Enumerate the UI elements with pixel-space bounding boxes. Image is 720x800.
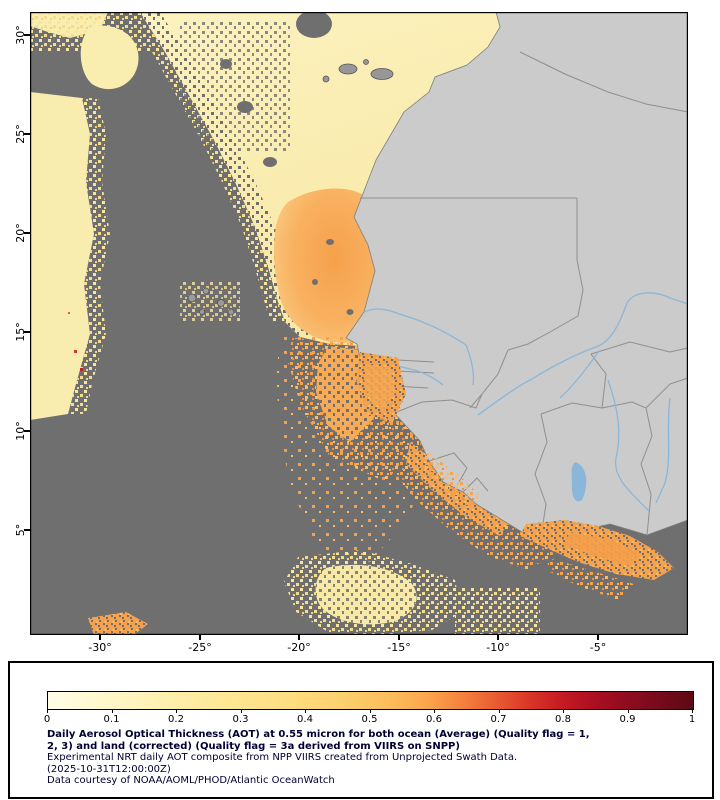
lon-tick	[497, 635, 499, 640]
lon-label: -10°	[486, 641, 510, 654]
lat-tick	[24, 232, 30, 234]
colorbar-label: 0.3	[232, 714, 249, 725]
colorbar-label: 0.1	[103, 714, 120, 725]
lon-label: -5°	[589, 641, 607, 654]
canary-islands	[322, 59, 394, 83]
map-frame	[30, 12, 688, 635]
lon-tick	[597, 635, 599, 640]
lon-tick	[199, 635, 201, 640]
colorbar-tick	[434, 709, 435, 713]
lat-tick	[24, 331, 30, 333]
colorbar-label: 0.4	[297, 714, 313, 725]
lon-label: -25°	[188, 641, 212, 654]
colorbar-tick	[498, 709, 500, 713]
legend-credit: Data courtesy of NOAA/AOML/PHOD/Atlantic…	[47, 775, 335, 786]
colorbar-tick	[305, 709, 306, 713]
colorbar-label: 0.6	[426, 714, 442, 725]
legend-title-line1: Daily Aerosol Optical Thickness (AOT) at…	[47, 729, 590, 740]
lake	[571, 462, 587, 502]
colorbar-label: 0.9	[619, 714, 636, 725]
colorbar-tick	[692, 709, 693, 713]
cape-verde-islands	[187, 287, 235, 316]
map-canvas	[30, 12, 688, 635]
colorbar-tick	[176, 709, 177, 713]
lon-tick	[398, 635, 400, 640]
lon-label: -15°	[387, 641, 411, 654]
colorbar-label: 0.8	[555, 714, 571, 725]
colorbar-scale: 0 0.1 0.2 0.3 0.4 0.5 0.6 0.7 0.8 0.9 1	[44, 709, 695, 733]
colorbar-tick	[111, 709, 113, 713]
legend-title-line2: 2, 3) and land (corrected) (Quality flag…	[47, 740, 460, 752]
legend-box: 0 0.1 0.2 0.3 0.4 0.5 0.6 0.7 0.8 0.9 1 …	[8, 661, 714, 799]
colorbar-tick	[627, 709, 629, 713]
legend-subtitle: Experimental NRT daily AOT composite fro…	[47, 752, 518, 763]
lon-tick	[99, 635, 101, 640]
colorbar-label: 0.5	[361, 714, 378, 725]
colorbar-label: 1	[688, 714, 696, 725]
lat-tick	[24, 34, 30, 36]
colorbar-label: 0.7	[490, 714, 507, 725]
lon-tick	[298, 635, 300, 640]
lon-label: -30°	[88, 641, 112, 654]
legend-caption: Daily Aerosol Optical Thickness (AOT) at…	[47, 729, 700, 787]
lat-tick	[24, 430, 30, 432]
colorbar-tick	[369, 709, 371, 713]
colorbar	[47, 691, 694, 710]
aot-land-data	[356, 352, 674, 600]
legend-timestamp: (2025-10-31T12:00:00Z)	[47, 763, 171, 775]
colorbar-tick	[240, 709, 242, 713]
colorbar-label: 0.2	[168, 714, 184, 725]
colorbar-tick	[563, 709, 564, 713]
colorbar-label: 0	[43, 714, 51, 725]
lat-tick	[24, 529, 30, 531]
colorbar-tick	[47, 709, 48, 713]
lon-label: -20°	[287, 641, 311, 654]
lat-tick	[24, 133, 30, 135]
